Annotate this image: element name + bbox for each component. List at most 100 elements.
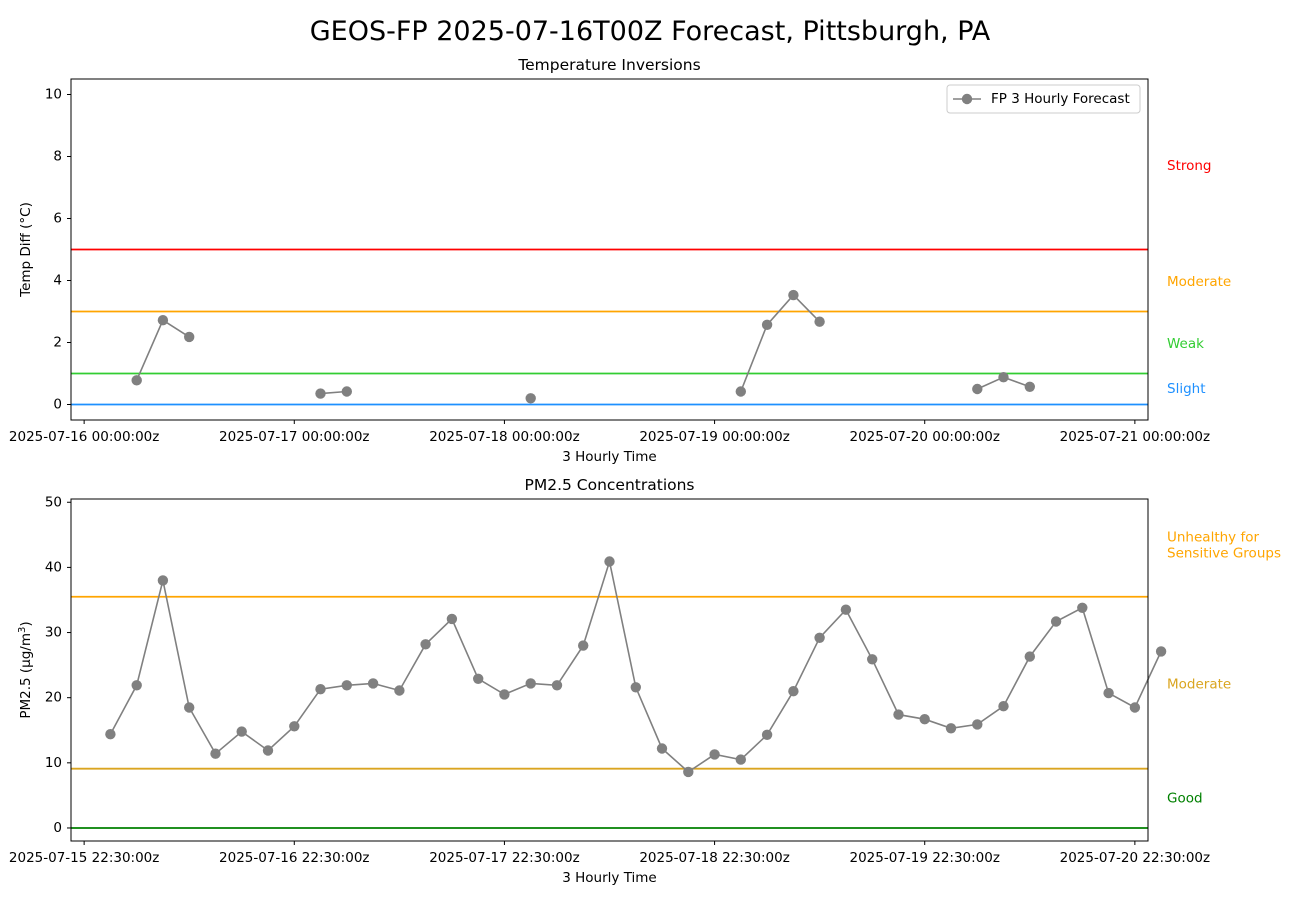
pm25-data-point-6	[262, 745, 274, 756]
pm25-data-point-27	[814, 632, 825, 643]
temp-data-point-11	[998, 372, 1009, 383]
pm25-data-point-20	[630, 682, 641, 693]
temp-data-point-1	[157, 315, 169, 326]
temp-legend-label: FP 3 Hourly Forecast	[991, 91, 1130, 107]
pm25-data-point-35	[1024, 651, 1036, 662]
temp-legend-marker	[961, 93, 973, 105]
temp-data-point-4	[341, 386, 352, 397]
pm25-data-point-30	[893, 709, 904, 720]
temp-y-tick-label-4: 8	[53, 149, 62, 165]
pm25-data-point-13	[446, 613, 458, 625]
temp-threshold-label-3: Slight	[1167, 381, 1206, 397]
pm25-concentrations-panel: Unhealthy for Sensitive Groups Moderate Goo…	[9, 476, 1281, 886]
pm25-data-point-24	[735, 754, 746, 765]
temp-y-tick-label-3: 6	[53, 211, 62, 227]
pm25-threshold-label-line-0-0: Unhealthy for	[1167, 529, 1259, 545]
temp-y-axis-label: Temp Diff (°C)	[18, 202, 34, 298]
pm25-data-point-19	[604, 556, 615, 567]
temp-data-point-0	[131, 375, 142, 386]
temp-data-point-2	[184, 331, 195, 343]
pm25-data-point-29	[867, 654, 878, 665]
pm25-y-tick-label-2: 20	[45, 690, 62, 706]
temp-y-tick-label-2: 4	[53, 273, 62, 289]
pm25-threshold-label-0: Unhealthy for Sensitive Groups	[1167, 529, 1281, 561]
pm25-data-point-14	[473, 673, 484, 684]
pm25-data-point-18	[578, 640, 589, 651]
temp-data-point-3	[315, 388, 326, 399]
pm25-y-axis-label-superscript: 3	[17, 627, 28, 633]
pm25-x-axis-label: 3 Hourly Time	[562, 870, 656, 886]
pm25-x-tick-label-5: 2025-07-20 22:30:00z	[1060, 850, 1210, 866]
temp-threshold-label-0: Strong	[1167, 158, 1212, 174]
pm25-data-point-21	[656, 743, 668, 754]
temp-x-tick-label-1: 2025-07-17 00:00:00z	[219, 429, 369, 445]
pm25-data-point-3	[184, 702, 195, 713]
temp-legend-box	[946, 84, 1141, 114]
pm25-data-point-34	[998, 701, 1009, 712]
temp-x-tick-label-0: 2025-07-16 00:00:00z	[9, 429, 159, 445]
pm25-data-point-12	[420, 639, 431, 650]
pm25-data-point-8	[315, 684, 326, 695]
pm25-data-point-32	[945, 723, 957, 734]
pm25-data-point-10	[367, 678, 379, 689]
pm25-y-tick-label-5: 50	[45, 494, 62, 510]
pm25-y-tick-label-3: 30	[45, 625, 62, 641]
temp-plot-frame	[70, 78, 1149, 421]
temp-legend: FP 3 Hourly Forecast	[946, 84, 1141, 114]
pm25-data-point-16	[525, 678, 536, 689]
pm25-threshold-label-line-0-1: Sensitive Groups	[1167, 545, 1281, 561]
pm25-data-point-26	[788, 686, 799, 697]
pm25-data-point-28	[840, 604, 852, 615]
pm25-data-point-25	[761, 729, 773, 740]
pm25-data-point-33	[972, 719, 983, 730]
temp-y-tick-label-5: 10	[45, 87, 62, 103]
pm25-data-point-0	[105, 729, 116, 740]
temp-data-point-10	[972, 383, 983, 395]
pm25-data-point-40	[1155, 646, 1167, 657]
temp-threshold-label-1: Moderate	[1167, 274, 1231, 290]
temperature-inversions-panel: Strong Moderate Weak Slight 0 2 4 6 8 10 2025-07-1…	[9, 56, 1231, 465]
temp-y-tick-label-0: 0	[53, 397, 62, 413]
pm25-plot-frame	[70, 498, 1149, 842]
temp-data-point-9	[814, 316, 825, 327]
temp-threshold-label-2: Weak	[1167, 336, 1204, 352]
pm25-y-tick-label-4: 40	[45, 559, 62, 575]
temp-data-point-5	[525, 393, 536, 404]
pm25-data-point-2	[157, 575, 169, 586]
pm25-x-tick-label-0: 2025-07-15 22:30:00z	[9, 850, 159, 866]
pm25-data-point-22	[683, 766, 694, 778]
pm25-data-point-36	[1050, 616, 1062, 627]
pm25-data-point-38	[1103, 687, 1114, 699]
pm25-data-point-31	[919, 714, 930, 725]
temp-x-tick-label-3: 2025-07-19 00:00:00z	[639, 429, 789, 445]
pm25-data-point-15	[499, 689, 510, 700]
pm25-x-tick-label-2: 2025-07-17 22:30:00z	[429, 850, 579, 866]
temp-y-tick-label-1: 2	[53, 335, 62, 351]
temp-data-point-12	[1024, 381, 1036, 392]
figure-title: GEOS-FP 2025-07-16T00Z Forecast, Pittsbu…	[310, 16, 991, 47]
temp-data-point-8	[788, 289, 799, 301]
pm25-data-point-4	[210, 748, 221, 759]
pm25-data-point-39	[1129, 702, 1141, 713]
pm25-data-point-9	[341, 680, 352, 691]
pm25-x-tick-label-4: 2025-07-19 22:30:00z	[849, 850, 999, 866]
pm25-data-point-17	[551, 680, 563, 691]
pm25-threshold-label-2: Good	[1167, 791, 1203, 807]
temp-data-point-7	[761, 319, 773, 330]
pm25-data-point-7	[289, 721, 300, 732]
pm25-x-tick-label-3: 2025-07-18 22:30:00z	[639, 850, 789, 866]
temp-x-tick-label-4: 2025-07-20 00:00:00z	[849, 429, 999, 445]
pm25-data-point-11	[394, 685, 405, 696]
pm25-y-tick-label-1: 10	[45, 755, 62, 771]
temp-panel-title: Temperature Inversions	[517, 56, 700, 74]
pm25-threshold-label-1: Moderate	[1167, 677, 1231, 693]
pm25-y-tick-label-0: 0	[53, 820, 62, 836]
pm25-data-point-37	[1077, 602, 1088, 613]
temp-series-line-3	[740, 293, 821, 392]
temp-data-point-6	[735, 386, 746, 397]
pm25-data-point-1	[131, 680, 142, 691]
pm25-y-axis-label-end: )	[18, 621, 34, 626]
temp-x-axis-label: 3 Hourly Time	[562, 449, 656, 465]
temp-x-tick-label-2: 2025-07-18 00:00:00z	[429, 429, 579, 445]
